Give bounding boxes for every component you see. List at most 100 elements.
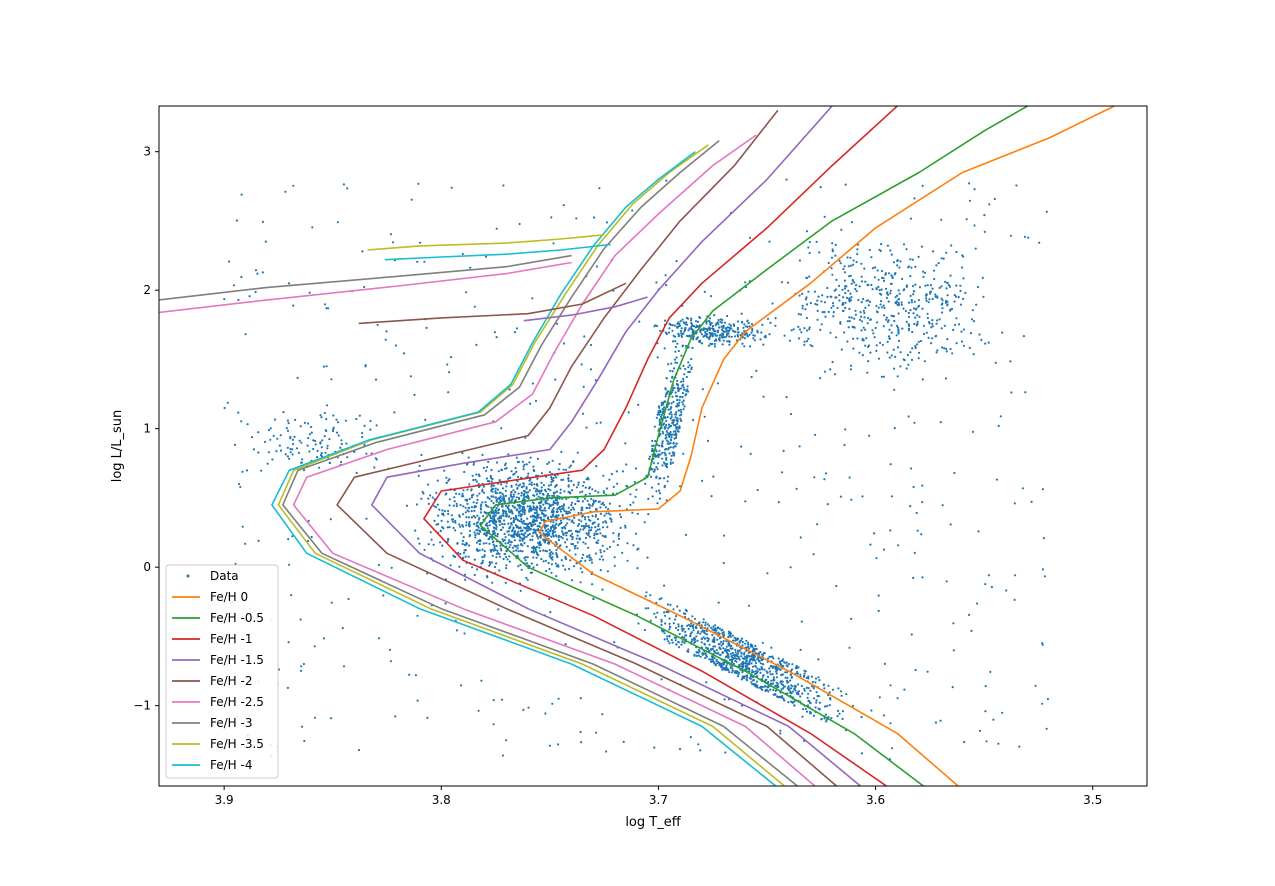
data-point xyxy=(647,497,650,500)
data-point xyxy=(593,216,596,219)
data-point xyxy=(935,264,938,267)
data-point xyxy=(239,485,242,488)
data-point xyxy=(526,523,529,526)
data-point xyxy=(675,260,678,263)
data-point xyxy=(300,461,303,464)
data-point xyxy=(753,659,756,662)
data-point xyxy=(936,296,939,299)
data-point xyxy=(510,495,514,499)
data-point xyxy=(910,467,913,470)
data-point xyxy=(841,717,844,721)
data-point xyxy=(799,648,802,652)
x-axis-label: log T_eff xyxy=(625,815,681,830)
data-point xyxy=(976,285,980,289)
data-point xyxy=(478,539,481,542)
data-point xyxy=(809,712,812,715)
data-point xyxy=(240,275,243,279)
legend-label: Fe/H -2.5 xyxy=(210,695,264,709)
data-point xyxy=(886,340,889,343)
data-point xyxy=(562,468,565,471)
data-point xyxy=(902,307,905,310)
data-point xyxy=(913,322,916,326)
data-point xyxy=(569,559,572,562)
data-point xyxy=(577,511,580,515)
data-point xyxy=(897,330,900,333)
data-point xyxy=(682,403,685,406)
data-point xyxy=(706,647,710,650)
data-point xyxy=(806,696,809,700)
data-point xyxy=(816,318,819,321)
data-point xyxy=(307,519,310,523)
data-point xyxy=(546,530,549,533)
data-point xyxy=(537,554,540,557)
data-point xyxy=(472,501,475,504)
data-point xyxy=(461,252,464,256)
data-point xyxy=(658,477,661,480)
data-point xyxy=(894,355,897,358)
data-point xyxy=(834,243,837,246)
data-point xyxy=(535,556,538,559)
data-point xyxy=(764,678,768,682)
data-point xyxy=(572,460,575,463)
data-point xyxy=(671,433,674,436)
data-point xyxy=(984,710,987,713)
data-point xyxy=(977,530,980,533)
data-point xyxy=(797,325,800,328)
data-point xyxy=(720,321,724,324)
data-point xyxy=(959,303,963,306)
data-point xyxy=(328,438,331,441)
data-point xyxy=(427,502,430,505)
data-point xyxy=(690,321,693,324)
data-point xyxy=(594,489,597,493)
data-point xyxy=(667,640,670,643)
legend-label: Fe/H -3 xyxy=(210,716,252,730)
data-point xyxy=(570,520,573,523)
data-point xyxy=(548,552,551,555)
data-point xyxy=(777,657,780,660)
data-point xyxy=(529,402,532,405)
data-point xyxy=(744,655,747,659)
y-tick-label: 0 xyxy=(143,560,151,574)
data-point xyxy=(880,375,884,378)
data-point xyxy=(654,616,658,619)
data-point xyxy=(807,692,810,695)
data-point xyxy=(271,458,274,461)
data-point xyxy=(708,317,712,320)
data-point xyxy=(903,688,906,691)
data-point xyxy=(692,331,696,334)
data-point xyxy=(1041,568,1044,571)
data-point xyxy=(931,250,935,253)
data-point xyxy=(532,528,535,531)
data-point xyxy=(666,448,670,451)
data-point xyxy=(665,439,669,442)
data-point xyxy=(551,552,554,555)
data-point xyxy=(287,641,290,644)
data-point xyxy=(591,583,594,586)
data-point xyxy=(326,404,329,407)
data-point xyxy=(955,250,958,254)
data-point xyxy=(890,331,893,334)
data-point xyxy=(712,625,715,628)
data-point xyxy=(933,277,936,281)
data-point xyxy=(710,648,713,651)
data-point xyxy=(629,503,632,506)
data-point xyxy=(897,332,900,335)
data-point xyxy=(674,424,677,427)
data-point xyxy=(799,673,802,677)
data-point xyxy=(805,710,809,713)
data-point xyxy=(532,465,535,468)
data-point xyxy=(602,558,605,561)
data-point xyxy=(681,629,684,632)
data-point xyxy=(945,347,948,351)
data-point xyxy=(531,297,534,300)
data-point xyxy=(912,307,916,310)
data-point xyxy=(363,424,366,427)
data-point xyxy=(713,636,716,639)
data-point xyxy=(510,523,513,526)
data-point xyxy=(587,524,590,528)
data-point xyxy=(924,284,927,287)
data-point xyxy=(515,526,518,529)
data-point xyxy=(518,507,521,510)
data-point xyxy=(538,492,542,495)
data-point xyxy=(550,515,553,519)
